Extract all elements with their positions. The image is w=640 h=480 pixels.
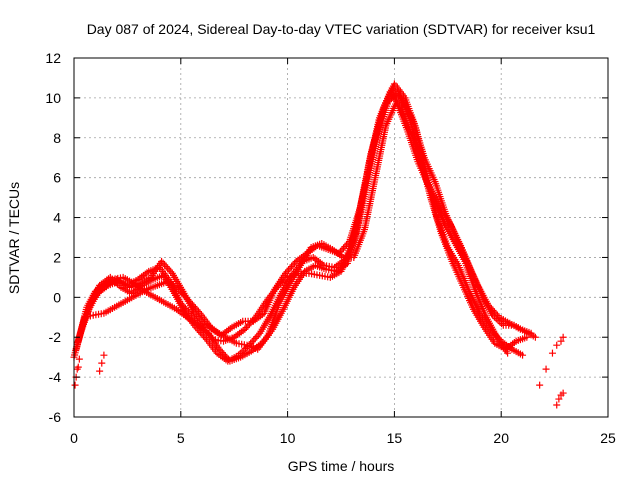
- data-point: [75, 355, 83, 363]
- grid: [74, 58, 608, 417]
- axis-ticks: 0 5 10 15 20 25 -6 -4 -2 0 2 4 6 8 10 12: [45, 50, 616, 446]
- data-point: [98, 359, 106, 367]
- y-tick-label: 4: [53, 210, 61, 226]
- data-point: [196, 314, 204, 322]
- data-point: [193, 311, 201, 319]
- data-point: [100, 351, 108, 359]
- series-track-c: [74, 84, 535, 345]
- y-tick-label: 0: [53, 289, 61, 305]
- series-early-outliers: [71, 351, 108, 389]
- data-point: [167, 268, 175, 276]
- data-point: [281, 269, 289, 277]
- data-point: [559, 333, 567, 341]
- data-point: [542, 365, 550, 373]
- data-point: [220, 350, 228, 358]
- y-tick-label: -6: [49, 409, 62, 425]
- data-point: [217, 347, 225, 355]
- y-tick-label: 12: [45, 50, 61, 66]
- data-point: [341, 243, 349, 251]
- data-point: [250, 336, 258, 344]
- data-point: [190, 307, 198, 315]
- data-point: [165, 266, 173, 274]
- data-point: [161, 261, 169, 269]
- y-tick-label: -4: [49, 369, 62, 385]
- data-point: [198, 330, 206, 338]
- data-point: [159, 259, 167, 267]
- data-point: [242, 324, 250, 332]
- x-tick-label: 25: [600, 430, 616, 446]
- x-tick-label: 0: [70, 430, 78, 446]
- data-point: [199, 332, 207, 340]
- data-markers: [70, 80, 567, 409]
- series-track-d: [76, 98, 539, 353]
- series-track-e: [79, 88, 512, 365]
- series-tail: [536, 333, 567, 409]
- series-track-b: [72, 88, 531, 365]
- data-point: [285, 266, 293, 274]
- data-point: [223, 354, 231, 362]
- data-point: [286, 264, 294, 272]
- y-tick-label: 10: [45, 90, 61, 106]
- data-point: [71, 381, 79, 389]
- y-tick-label: 8: [53, 130, 61, 146]
- data-point: [254, 331, 262, 339]
- plot-frame: [73, 57, 609, 418]
- data-point: [342, 241, 350, 249]
- data-point: [504, 349, 512, 357]
- data-point: [339, 244, 347, 252]
- data-point: [248, 338, 256, 346]
- data-point: [338, 246, 346, 254]
- data-point: [253, 333, 261, 341]
- y-tick-label: 6: [53, 170, 61, 186]
- x-tick-label: 20: [493, 430, 509, 446]
- data-point: [215, 345, 223, 353]
- data-point: [553, 401, 561, 409]
- data-point: [158, 257, 166, 265]
- data-point: [519, 351, 527, 359]
- data-point: [536, 381, 544, 389]
- data-point: [194, 312, 202, 320]
- chart-title: Day 087 of 2024, Sidereal Day-to-day VTE…: [87, 21, 596, 37]
- data-point: [531, 333, 539, 341]
- x-axis-label: GPS time / hours: [288, 458, 395, 474]
- data-point: [557, 337, 565, 345]
- data-point: [553, 341, 561, 349]
- data-point: [291, 259, 299, 267]
- data-point: [241, 325, 249, 333]
- data-point: [283, 268, 291, 276]
- data-point: [555, 395, 563, 403]
- y-tick-label: -2: [49, 329, 62, 345]
- data-point: [191, 309, 199, 317]
- data-point: [74, 363, 82, 371]
- x-tick-label: 10: [280, 430, 296, 446]
- data-point: [289, 261, 297, 269]
- data-point: [162, 263, 170, 271]
- data-point: [288, 263, 296, 271]
- series-track-a: [70, 80, 527, 361]
- data-point: [164, 264, 172, 272]
- data-point: [96, 367, 104, 375]
- data-point: [221, 352, 229, 360]
- data-point: [548, 349, 556, 357]
- data-point: [197, 316, 205, 324]
- y-axis-label: SDTVAR / TECUs: [6, 182, 22, 294]
- data-point: [251, 334, 259, 342]
- x-tick-label: 15: [387, 430, 403, 446]
- data-point: [201, 334, 209, 342]
- x-tick-label: 5: [177, 430, 185, 446]
- data-point: [199, 318, 207, 326]
- data-point: [218, 349, 226, 357]
- data-point: [559, 389, 567, 397]
- y-tick-label: 2: [53, 249, 61, 265]
